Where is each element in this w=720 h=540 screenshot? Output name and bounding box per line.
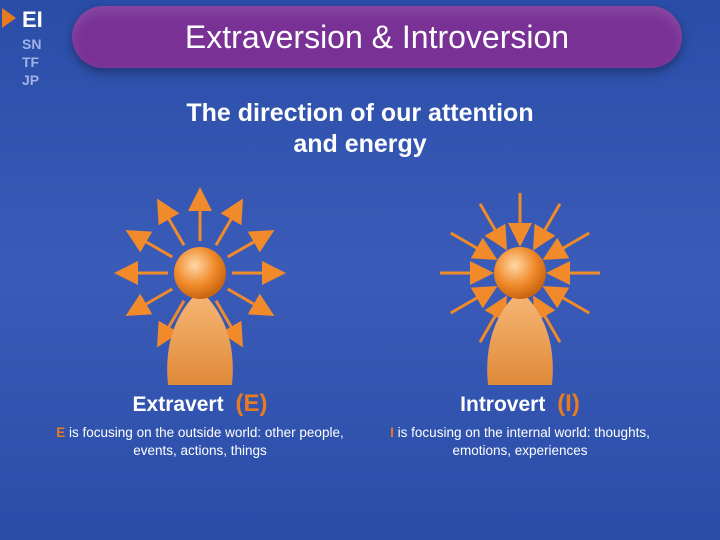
title-pill: Extraversion & Introversion [72,6,682,68]
extravert-lead: E [56,425,65,440]
extravert-word: Extravert [133,393,224,416]
introvert-desc: I is focusing on the internal world: tho… [370,424,670,460]
introvert-heading: Introvert (I) [370,390,670,418]
extravert-heading: Extravert (E) [50,390,350,418]
nav-item-sn: SN [22,35,43,53]
nav-labels: EI SN TF JP [22,6,43,89]
nav-item-tf: TF [22,53,43,71]
nav-pointer-icon [2,8,16,28]
subtitle: The direction of our attention and energ… [0,98,720,161]
introvert-rest: is focusing on the internal world: thoug… [394,425,650,458]
column-introvert: Introvert (I) I is focusing on the inter… [370,180,670,460]
figure-extravert [50,180,350,390]
nav-item-jp: JP [22,71,43,89]
introvert-word: Introvert [460,393,545,416]
figure-introvert [370,180,670,390]
extravert-icon [90,185,310,385]
introvert-letter: (I) [557,390,580,417]
extravert-desc: E is focusing on the outside world: othe… [50,424,350,460]
columns: Extravert (E) E is focusing on the outsi… [0,180,720,460]
extravert-letter: (E) [235,390,267,417]
nav-item-ei: EI [22,6,43,35]
column-extravert: Extravert (E) E is focusing on the outsi… [50,180,350,460]
introvert-icon [410,185,630,385]
page-title: Extraversion & Introversion [185,19,569,56]
extravert-rest: is focusing on the outside world: other … [65,425,343,458]
